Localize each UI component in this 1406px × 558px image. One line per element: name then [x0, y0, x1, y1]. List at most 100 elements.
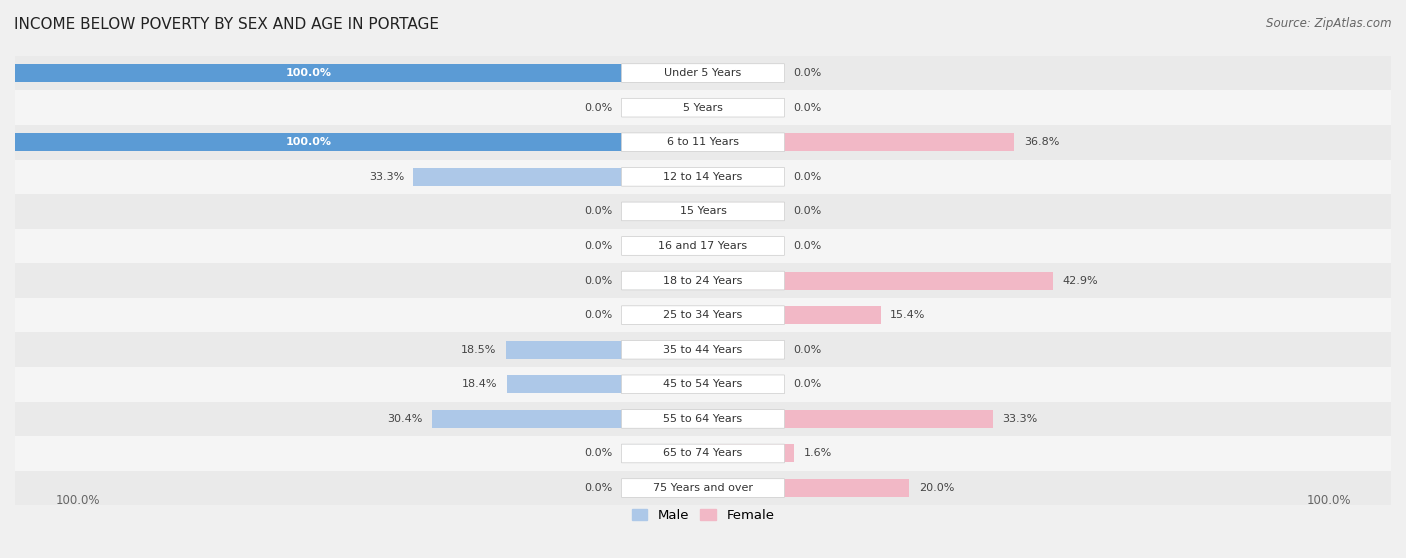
Bar: [15, 194, 1391, 229]
Bar: [703, 237, 785, 255]
Text: 6 to 11 Years: 6 to 11 Years: [666, 137, 740, 147]
Text: 0.0%: 0.0%: [794, 206, 823, 217]
Text: 0.0%: 0.0%: [583, 449, 612, 459]
Bar: [621, 306, 703, 324]
Bar: [703, 376, 785, 393]
FancyBboxPatch shape: [621, 271, 785, 290]
Bar: [506, 341, 621, 359]
Bar: [703, 479, 785, 497]
Text: 65 to 74 Years: 65 to 74 Years: [664, 449, 742, 459]
Text: 42.9%: 42.9%: [1062, 276, 1098, 286]
Text: 100.0%: 100.0%: [285, 68, 332, 78]
FancyBboxPatch shape: [621, 306, 785, 325]
Text: INCOME BELOW POVERTY BY SEX AND AGE IN PORTAGE: INCOME BELOW POVERTY BY SEX AND AGE IN P…: [14, 17, 439, 32]
FancyBboxPatch shape: [621, 202, 785, 221]
Bar: [703, 306, 785, 324]
Text: 15 Years: 15 Years: [679, 206, 727, 217]
Bar: [15, 402, 1391, 436]
Bar: [703, 445, 785, 463]
FancyBboxPatch shape: [621, 64, 785, 83]
Bar: [703, 168, 785, 186]
FancyBboxPatch shape: [621, 167, 785, 186]
Text: 5 Years: 5 Years: [683, 103, 723, 113]
Text: 0.0%: 0.0%: [583, 241, 612, 251]
Bar: [0, 133, 621, 151]
Text: 0.0%: 0.0%: [583, 103, 612, 113]
Bar: [621, 237, 703, 255]
Text: 30.4%: 30.4%: [387, 414, 422, 424]
Bar: [413, 168, 621, 186]
Bar: [703, 410, 785, 428]
Bar: [15, 436, 1391, 471]
Text: 0.0%: 0.0%: [583, 206, 612, 217]
Text: 0.0%: 0.0%: [794, 172, 823, 182]
Text: 33.3%: 33.3%: [1002, 414, 1038, 424]
Bar: [15, 160, 1391, 194]
Bar: [15, 229, 1391, 263]
Bar: [621, 203, 703, 220]
FancyBboxPatch shape: [621, 375, 785, 393]
Bar: [15, 90, 1391, 125]
Bar: [703, 99, 785, 117]
Bar: [703, 64, 785, 82]
FancyBboxPatch shape: [621, 444, 785, 463]
FancyBboxPatch shape: [621, 237, 785, 256]
Text: 100.0%: 100.0%: [55, 494, 100, 507]
Bar: [785, 306, 880, 324]
Bar: [432, 410, 621, 428]
Text: Source: ZipAtlas.com: Source: ZipAtlas.com: [1267, 17, 1392, 30]
Bar: [15, 471, 1391, 506]
Text: 0.0%: 0.0%: [794, 241, 823, 251]
Text: 20.0%: 20.0%: [918, 483, 955, 493]
Bar: [15, 56, 1391, 90]
Legend: Male, Female: Male, Female: [626, 504, 780, 528]
Text: 100.0%: 100.0%: [285, 137, 332, 147]
Bar: [785, 479, 910, 497]
Text: 15.4%: 15.4%: [890, 310, 925, 320]
Bar: [703, 341, 785, 359]
Bar: [703, 272, 785, 290]
Bar: [621, 479, 703, 497]
Bar: [0, 64, 621, 82]
Bar: [621, 445, 703, 463]
Bar: [506, 376, 621, 393]
Text: 12 to 14 Years: 12 to 14 Years: [664, 172, 742, 182]
Bar: [621, 410, 703, 428]
Bar: [621, 341, 703, 359]
Bar: [703, 133, 785, 151]
Text: 75 Years and over: 75 Years and over: [652, 483, 754, 493]
Text: 16 and 17 Years: 16 and 17 Years: [658, 241, 748, 251]
Bar: [703, 203, 785, 220]
Bar: [621, 99, 703, 117]
Text: 45 to 54 Years: 45 to 54 Years: [664, 379, 742, 389]
Text: 0.0%: 0.0%: [583, 276, 612, 286]
FancyBboxPatch shape: [621, 479, 785, 497]
Text: 0.0%: 0.0%: [794, 68, 823, 78]
Text: 0.0%: 0.0%: [794, 103, 823, 113]
FancyBboxPatch shape: [621, 340, 785, 359]
Text: 18 to 24 Years: 18 to 24 Years: [664, 276, 742, 286]
Text: 0.0%: 0.0%: [794, 379, 823, 389]
Text: 18.5%: 18.5%: [461, 345, 496, 355]
Text: 36.8%: 36.8%: [1024, 137, 1059, 147]
Bar: [621, 133, 703, 151]
Text: 33.3%: 33.3%: [368, 172, 404, 182]
Bar: [15, 263, 1391, 298]
FancyBboxPatch shape: [621, 98, 785, 117]
Bar: [621, 376, 703, 393]
Text: 0.0%: 0.0%: [794, 345, 823, 355]
Bar: [15, 298, 1391, 333]
Text: 100.0%: 100.0%: [1306, 494, 1351, 507]
Text: Under 5 Years: Under 5 Years: [665, 68, 741, 78]
Text: 0.0%: 0.0%: [583, 483, 612, 493]
Text: 1.6%: 1.6%: [804, 449, 832, 459]
Bar: [785, 272, 1053, 290]
Text: 35 to 44 Years: 35 to 44 Years: [664, 345, 742, 355]
Bar: [785, 133, 1015, 151]
FancyBboxPatch shape: [621, 133, 785, 152]
Bar: [621, 168, 703, 186]
Text: 18.4%: 18.4%: [461, 379, 498, 389]
Text: 0.0%: 0.0%: [583, 310, 612, 320]
Bar: [15, 125, 1391, 160]
Bar: [621, 64, 703, 82]
